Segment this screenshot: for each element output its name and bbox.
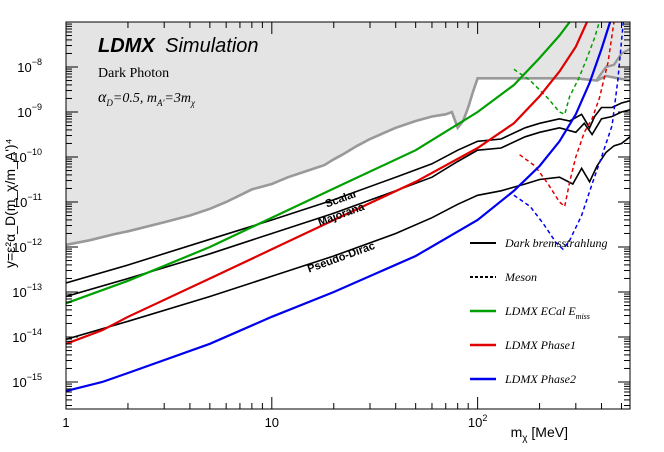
y-tick-label: 10−12: [12, 237, 42, 255]
y-tick-label-base: 10: [12, 240, 26, 255]
y-tick-label-exp: −12: [27, 237, 42, 247]
series-line-3: [513, 22, 601, 116]
y-tick-label: 10−8: [17, 57, 42, 75]
chart-title: LDMX Simulation: [98, 35, 259, 57]
x-axis-title-sub: χ: [522, 433, 528, 444]
annotation-alpha: α: [98, 89, 107, 106]
series-group: [66, 22, 630, 393]
legend-label-main: Meson: [504, 270, 537, 284]
x-tick-label: 102: [468, 413, 487, 430]
legend-label-main: LDMX ECal E: [504, 304, 576, 318]
series-line-7: [66, 22, 589, 345]
x-axis-title-main: m: [511, 424, 523, 440]
y-tick-label-exp: −10: [27, 147, 42, 157]
y-tick-label-exp: −11: [27, 192, 42, 202]
annotation-chi-sub: χ: [190, 98, 196, 108]
y-tick-label-base: 10: [12, 150, 26, 165]
y-tick-label: 10−10: [12, 147, 42, 165]
existing-limit-line: [66, 74, 630, 247]
x-axis-title-unit: [MeV]: [528, 424, 568, 440]
chart-title-bold: LDMX: [98, 35, 156, 57]
y-tick-label-exp: −8: [32, 57, 42, 67]
axis-ticks: 1 10 10210−1510−1410−1310−1210−1110−1010−9…: [12, 21, 630, 430]
y-tick-label-base: 10: [12, 285, 26, 300]
x-tick-label-sup: 2: [482, 413, 487, 423]
annotation-model: Dark Photon: [98, 66, 169, 81]
series-line-1: [66, 109, 630, 298]
legend-label: Dark bremsstrahlung: [504, 236, 608, 250]
legend-label-main: LDMX Phase1: [504, 338, 576, 352]
x-tick-label-base: 10: [265, 415, 279, 430]
legend-label-sub: miss: [576, 312, 590, 321]
y-tick-label: 10−13: [12, 282, 42, 300]
legend-label-main: LDMX Phase2: [504, 372, 576, 386]
y-tick-label-base: 10: [17, 105, 31, 120]
annotation-eq: =0.5, m: [113, 91, 157, 106]
legend-label-main: Dark bremsstrahlung: [504, 236, 608, 250]
y-tick-label-exp: −14: [27, 327, 42, 337]
annotation-params: αD=0.5, mA'=3mχ: [98, 89, 196, 108]
legend-label: LDMX Phase1: [504, 338, 576, 352]
x-tick-label: 1: [62, 415, 69, 430]
series-line-6: [66, 22, 571, 305]
series-line-5: [513, 22, 625, 251]
x-tick-label-base: 1: [62, 415, 69, 430]
series-line-8: [66, 22, 612, 393]
annotation-eq2: =3m: [164, 91, 191, 106]
y-tick-label: 10−15: [12, 372, 42, 390]
y-tick-label-exp: −13: [27, 282, 42, 292]
y-tick-label: 10−9: [17, 102, 42, 120]
x-axis-title: mχ [MeV]: [511, 424, 568, 444]
y-axis-title: y=ε²α_D(m_χ/m_A')⁴: [2, 138, 18, 268]
curve-label: Pseudo-Dirac: [306, 240, 377, 276]
legend-label: LDMX ECal Emiss: [504, 304, 590, 321]
y-axis-title-text: y=ε²α_D(m_χ/m_A')⁴: [2, 138, 18, 268]
annotation-ma-sub: A': [156, 98, 165, 108]
legend-label: LDMX Phase2: [504, 372, 576, 386]
y-tick-label-base: 10: [12, 330, 26, 345]
y-tick-label-base: 10: [13, 195, 27, 210]
series-line-4: [519, 22, 615, 208]
x-tick-label: 10: [265, 415, 279, 430]
y-tick-label-exp: −9: [32, 102, 42, 112]
x-tick-label-base: 10: [468, 415, 482, 430]
existing-limit-line-2: [596, 47, 630, 81]
annotation-alpha-sub: D: [105, 98, 113, 108]
chart-title-rest: Simulation: [165, 35, 258, 57]
y-tick-label-base: 10: [12, 375, 26, 390]
series-line-2: [66, 136, 630, 341]
y-tick-label-base: 10: [17, 60, 31, 75]
y-tick-label-exp: −15: [27, 372, 42, 382]
y-tick-label: 10−14: [12, 327, 42, 345]
series-line-0: [66, 100, 630, 284]
legend-label: Meson: [504, 270, 537, 284]
y-tick-label: 10−11: [13, 192, 42, 210]
